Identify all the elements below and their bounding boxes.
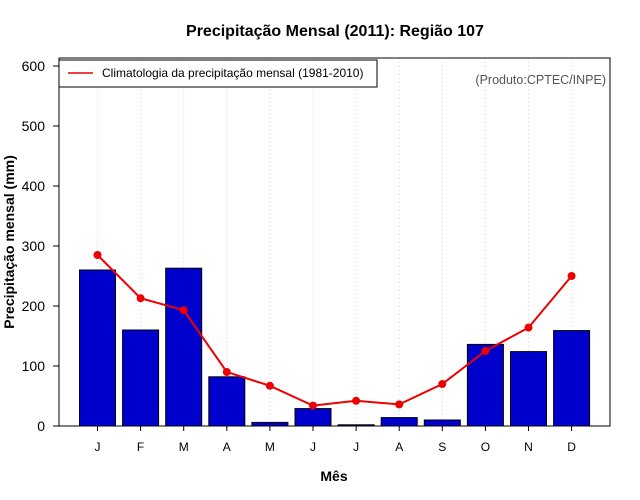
bar [251,421,289,427]
bar [294,408,332,427]
climatology-point [524,323,533,332]
x-tick-label: D [567,440,576,454]
y-tick-label: 100 [22,358,46,374]
climatology-point [309,401,317,410]
legend: Climatologia da precipitação mensal (198… [58,59,378,88]
climatology-point [567,272,576,280]
bar [423,419,461,427]
bar [165,267,203,427]
y-axis: 0 100 200 300 400 500 600 [22,58,59,434]
bar [380,417,418,427]
x-tick-label: J [95,440,101,454]
x-tick-label: J [310,440,316,454]
legend-box [58,59,378,88]
x-tick-label: N [524,440,533,454]
y-tick-label: 500 [22,118,46,134]
y-tick-label: 600 [22,58,46,74]
bar [466,343,504,427]
x-tick-label: M [179,440,189,454]
bar [79,269,116,427]
climatology-point [481,347,490,355]
y-axis-title: Precipitação mensal (mm) [1,155,17,329]
chart-title: Precipitação Mensal (2011): Região 107 [186,23,484,40]
x-tick-label: M [265,440,275,454]
climatology-line [96,254,573,407]
bar [122,329,160,427]
y-tick-label: 300 [22,238,46,254]
legend-label: Climatologia da precipitação mensal (198… [102,66,363,80]
climatology-line-group [93,251,576,410]
plot-frame [58,57,611,427]
x-tick-label: A [395,440,403,454]
bar [553,330,591,427]
climatology-point [93,251,102,259]
bar [510,351,547,427]
grid [97,58,573,426]
climatology-point [395,400,404,409]
climatology-point [265,381,274,390]
climatology-point [136,294,145,303]
y-tick-label: 400 [22,178,46,194]
climatology-point [222,368,231,376]
x-tick-label: A [223,440,231,454]
bar [208,376,246,427]
x-tick-label: F [137,440,144,454]
x-tick-label: O [481,440,490,454]
x-axis-title: Mês [320,468,347,484]
y-tick-label: 200 [22,298,46,314]
climatology-point [438,380,447,388]
climatology-point [179,306,188,315]
y-tick-label: 0 [37,418,45,434]
x-tick-label: J [353,440,359,454]
credit-annotation: (Produto:CPTEC/INPE) [475,73,606,87]
climatology-point [352,396,361,405]
x-tick-label: S [438,440,446,454]
